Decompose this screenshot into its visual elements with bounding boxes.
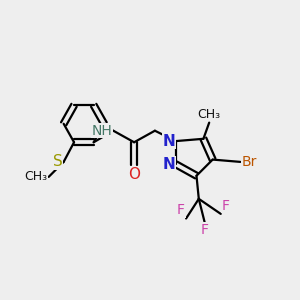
Text: S: S xyxy=(53,154,62,169)
Text: F: F xyxy=(201,223,208,237)
Text: F: F xyxy=(177,203,185,217)
Text: F: F xyxy=(201,223,208,237)
Text: N: N xyxy=(163,134,176,148)
Text: O: O xyxy=(128,167,140,182)
Text: N: N xyxy=(163,157,176,172)
Text: O: O xyxy=(128,167,140,182)
Text: F: F xyxy=(222,199,230,213)
Text: NH: NH xyxy=(92,124,112,138)
Text: Br: Br xyxy=(242,155,257,169)
Text: F: F xyxy=(177,203,185,217)
Text: NH: NH xyxy=(92,124,112,138)
Text: CH₃: CH₃ xyxy=(198,108,221,121)
Text: Br: Br xyxy=(242,155,257,169)
Text: N: N xyxy=(163,157,176,172)
Text: S: S xyxy=(53,154,62,169)
Text: N: N xyxy=(163,134,176,148)
Text: CH₃: CH₃ xyxy=(198,108,221,121)
Text: CH₃: CH₃ xyxy=(24,170,47,183)
Text: CH₃: CH₃ xyxy=(24,170,47,183)
Text: F: F xyxy=(222,199,230,213)
